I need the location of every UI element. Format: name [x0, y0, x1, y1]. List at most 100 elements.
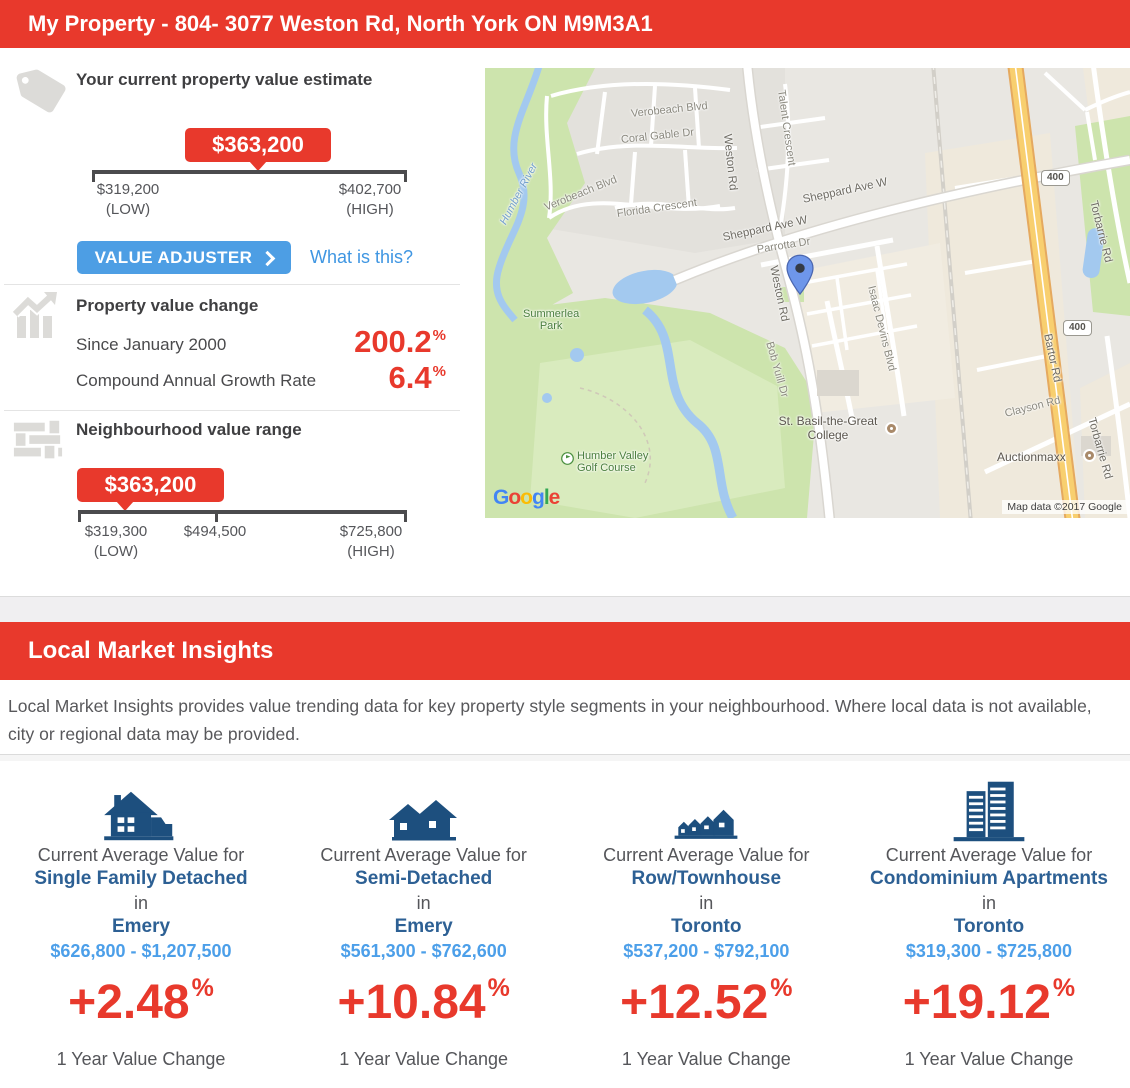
card-change-value: +19.12%	[848, 974, 1130, 1039]
card-location: Toronto	[671, 916, 742, 937]
card-location: Toronto	[953, 916, 1025, 937]
estimate-high-label: $402,700 (HIGH)	[328, 180, 412, 220]
change-number: +10.84	[337, 976, 486, 1029]
percent-sign: %	[1052, 974, 1076, 1002]
track-cap	[78, 510, 81, 522]
estimate-value-badge: $363,200	[185, 128, 331, 162]
what-is-this-link[interactable]: What is this?	[310, 247, 414, 267]
value-change-number: 200.2	[354, 324, 432, 359]
map-attribution: Map data ©2017 Google	[1002, 500, 1127, 514]
google-letter: o	[508, 486, 521, 509]
card-change-value: +2.48%	[0, 974, 282, 1039]
golf-poi-icon	[561, 452, 574, 465]
map-pin-icon[interactable]	[785, 254, 815, 296]
value-change-row-label: Since January 2000	[76, 335, 227, 354]
neighbourhood-value-badge: $363,200	[77, 468, 224, 502]
card-change-value: +10.84%	[283, 974, 565, 1039]
townhouse-row-icon	[565, 773, 847, 843]
detached-house-icon	[0, 773, 282, 843]
neighbourhood-slider-track	[78, 510, 407, 522]
condo-towers-icon	[848, 773, 1130, 843]
value-adjuster-button[interactable]: VALUE ADJUSTER	[77, 241, 291, 274]
chevron-right-icon	[260, 250, 276, 266]
estimate-high-caption: (HIGH)	[346, 201, 394, 218]
market-card: Current Average Value for Single Family …	[0, 761, 282, 1088]
card-prefix: Current Average Value for	[320, 845, 527, 865]
estimate-heading: Your current property value estimate	[76, 70, 373, 89]
card-value-range: $561,300 - $762,600	[340, 941, 507, 961]
card-suffix: 1 Year Value Change	[621, 1049, 791, 1069]
percent-sign: %	[432, 363, 446, 380]
card-property-type: Condominium Apartments	[870, 868, 1108, 889]
card-property-type: Row/Townhouse	[631, 868, 782, 889]
college-poi-icon[interactable]	[885, 422, 898, 435]
neighbourhood-slider-pointer	[116, 501, 134, 511]
map-poi-label: St. Basil-the-Great College	[778, 414, 878, 442]
price-tag-icon	[16, 64, 70, 123]
highway-400-badge: 400	[1041, 170, 1070, 186]
map-park-label: Humber Valley Golf Course	[577, 450, 649, 474]
neighbourhood-heading: Neighbourhood value range	[76, 420, 302, 439]
estimate-low-value: $319,200	[96, 181, 160, 198]
percent-sign: %	[432, 327, 446, 344]
track-cap	[404, 510, 407, 522]
card-value-range: $537,200 - $792,100	[623, 941, 790, 961]
google-logo[interactable]: Google	[493, 486, 561, 510]
card-location: Emery	[394, 916, 453, 937]
semi-detached-house-icon	[283, 773, 565, 843]
sliders-icon	[12, 418, 64, 469]
value-adjuster-label: VALUE ADJUSTER	[94, 247, 253, 267]
estimate-low-label: $319,200 (LOW)	[86, 180, 170, 220]
value-change-row-label: Compound Annual Growth Rate	[76, 371, 317, 390]
map-poi-label: Auctionmaxx	[997, 450, 1066, 464]
map-artwork	[485, 68, 1130, 518]
card-value-range: $626,800 - $1,207,500	[50, 941, 232, 961]
percent-sign: %	[191, 974, 214, 1002]
card-in-word: in	[133, 893, 148, 913]
card-in-word: in	[981, 893, 996, 913]
card-change-value: +12.52%	[565, 974, 847, 1039]
change-number: +2.48	[68, 976, 190, 1029]
card-location: Emery	[111, 916, 171, 937]
value-change-number: 6.4	[388, 360, 432, 395]
track-cap	[404, 170, 407, 182]
insights-title: Local Market Insights	[28, 637, 274, 664]
insights-description-section: Local Market Insights provides value tre…	[0, 680, 1130, 754]
card-value-range: $319,300 - $725,800	[905, 941, 1073, 961]
market-insight-cards: Current Average Value for Single Family …	[0, 761, 1130, 1088]
neighbourhood-mid-label: $494,500	[183, 523, 247, 540]
market-card: Current Average Value for Condominium Ap…	[848, 761, 1130, 1088]
growth-chart-icon	[10, 290, 64, 349]
page-title: My Property - 804- 3077 Weston Rd, North…	[28, 11, 653, 36]
neighbourhood-low-caption: (LOW)	[93, 543, 139, 560]
estimate-slider-pointer	[249, 161, 267, 171]
map-park-label: Summerlea Park	[523, 308, 580, 332]
neighbourhood-low-label: $319,300 (LOW)	[74, 522, 158, 562]
change-number: +12.52	[620, 976, 769, 1029]
percent-sign: %	[770, 974, 793, 1002]
neighbourhood-low-value: $319,300	[84, 523, 148, 540]
percent-sign: %	[487, 974, 510, 1002]
card-property-type: Semi-Detached	[355, 868, 493, 889]
neighbourhood-high-caption: (HIGH)	[347, 543, 395, 560]
google-letter: l	[543, 486, 550, 509]
google-map[interactable]: Humber River Verobeach Blvd Coral Gable …	[485, 68, 1130, 518]
value-change-row-value: 6.4%	[300, 360, 446, 396]
card-in-word: in	[699, 893, 714, 913]
card-prefix: Current Average Value for	[885, 845, 1093, 865]
auctionmaxx-poi-icon[interactable]	[1083, 449, 1096, 462]
google-letter: G	[493, 486, 509, 509]
card-suffix: 1 Year Value Change	[56, 1049, 226, 1069]
estimate-low-caption: (LOW)	[105, 201, 151, 218]
neighbourhood-high-label: $725,800 (HIGH)	[329, 522, 413, 562]
card-suffix: 1 Year Value Change	[904, 1049, 1074, 1069]
card-suffix: 1 Year Value Change	[339, 1049, 509, 1069]
google-letter: o	[520, 486, 533, 509]
google-letter: e	[548, 486, 561, 509]
insights-description: Local Market Insights provides value tre…	[8, 696, 1092, 744]
section-separator	[0, 596, 1130, 622]
card-in-word: in	[416, 893, 431, 913]
market-card: Current Average Value for Row/Townhouse …	[565, 761, 847, 1088]
estimate-high-value: $402,700	[338, 181, 402, 198]
